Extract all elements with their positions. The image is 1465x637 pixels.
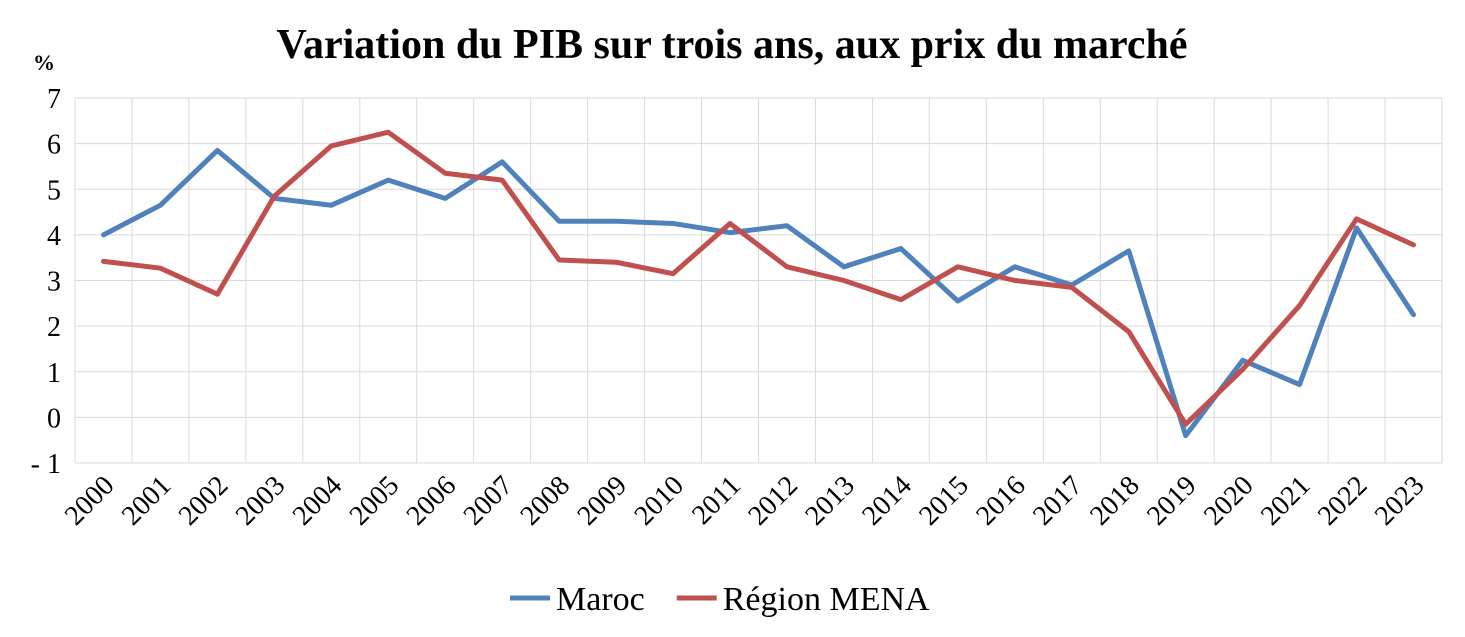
- x-tick-label: 2009: [572, 470, 634, 532]
- x-tick-label: 2012: [742, 470, 804, 532]
- y-tick-label: 4: [47, 221, 61, 252]
- y-tick-label: 6: [47, 130, 61, 161]
- x-tick-label: 2023: [1369, 470, 1431, 532]
- x-tick-label: 2004: [287, 470, 349, 532]
- chart-title: Variation du PIB sur trois ans, aux prix…: [277, 22, 1188, 68]
- x-tick-label: 2011: [686, 470, 747, 531]
- x-tick-label: 2001: [116, 470, 178, 532]
- x-tick-label: 2000: [59, 470, 121, 532]
- x-tick-label: 2021: [1255, 470, 1317, 532]
- series-lines: [100, 129, 1417, 439]
- y-tick-label: 1: [47, 358, 61, 389]
- legend-label: Maroc: [556, 581, 645, 618]
- x-tick-label: 2017: [1027, 470, 1089, 532]
- x-tick-label: 2015: [913, 470, 975, 532]
- x-tick-label: 2003: [230, 470, 292, 532]
- y-tick-label: 3: [47, 267, 61, 298]
- x-tick-label: 2008: [515, 470, 577, 532]
- x-tick-label: 2010: [628, 470, 690, 532]
- x-axis-ticks: 2000200120022003200420052006200720082009…: [59, 470, 1431, 532]
- x-tick-label: 2013: [799, 470, 861, 532]
- series-line: [100, 129, 1417, 427]
- y-tick-label: - 1: [31, 449, 61, 480]
- series-line: [100, 147, 1417, 439]
- y-tick-label: 2: [47, 312, 61, 343]
- y-tick-label: 0: [47, 403, 61, 434]
- x-tick-label: 2002: [173, 470, 235, 532]
- x-tick-label: 2006: [401, 470, 463, 532]
- legend: Maroc Région MENA: [510, 581, 930, 618]
- y-axis-ticks: - 1 0 1 2 3 4 5 6 7: [31, 84, 61, 480]
- x-tick-label: 2020: [1198, 470, 1260, 532]
- y-tick-label: 7: [47, 84, 61, 115]
- legend-label: Région MENA: [723, 581, 930, 618]
- y-axis-unit: %: [33, 50, 55, 75]
- x-tick-label: 2007: [458, 470, 520, 532]
- x-tick-label: 2022: [1312, 470, 1374, 532]
- x-tick-label: 2018: [1084, 470, 1146, 532]
- gridlines: [74, 97, 1443, 464]
- y-tick-label: 5: [47, 175, 61, 206]
- x-tick-label: 2016: [970, 470, 1032, 532]
- x-tick-label: 2014: [856, 470, 918, 532]
- x-tick-label: 2019: [1141, 470, 1203, 532]
- x-tick-label: 2005: [344, 470, 406, 532]
